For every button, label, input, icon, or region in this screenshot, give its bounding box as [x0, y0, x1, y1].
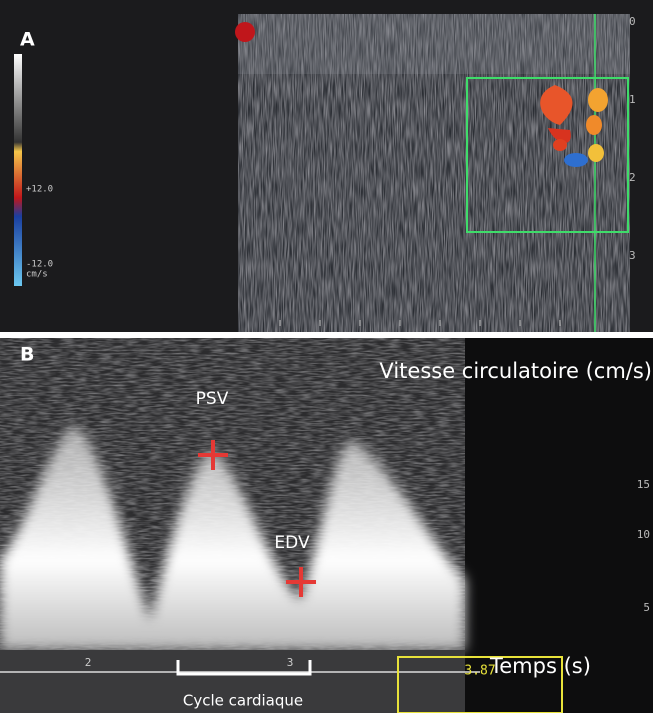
psv-label: PSV	[196, 389, 229, 409]
color-scale	[14, 54, 22, 286]
skin-layer	[238, 14, 630, 74]
x-title: Temps (s)	[489, 654, 591, 678]
x-label: 3	[287, 656, 294, 669]
depth-label: 1	[629, 93, 636, 106]
scale-label: +12.0	[26, 185, 53, 195]
depth-label: 2	[629, 171, 636, 184]
panel-a: A +12.0 -12.0 cm/s 0 1 2 3	[0, 0, 653, 332]
panel-label: B	[20, 344, 34, 366]
figure: A +12.0 -12.0 cm/s 0 1 2 3 B PSV EDV Vitess…	[0, 0, 653, 713]
panel-b: B PSV EDV Vitesse circulatoire (cm/s) Te…	[0, 338, 653, 713]
scale-label: -12.0	[26, 260, 53, 270]
readout: 3.87	[464, 664, 495, 679]
depth-label: 3	[629, 249, 636, 262]
edv-label: EDV	[274, 533, 310, 553]
x-label: 2	[85, 656, 92, 669]
cycle-label: Cycle cardiaque	[183, 692, 303, 710]
y-title: Vitesse circulatoire (cm/s)	[379, 359, 652, 383]
depth-label: 0	[629, 15, 636, 28]
page: {"panel_a": {"label": "A", "scale_top": …	[0, 0, 653, 713]
y-label: 5	[643, 601, 650, 614]
scale-unit: cm/s	[26, 270, 48, 280]
y-label: 15	[637, 478, 650, 491]
panel-label: A	[20, 29, 35, 51]
y-label: 10	[637, 528, 650, 541]
logo	[235, 22, 255, 42]
